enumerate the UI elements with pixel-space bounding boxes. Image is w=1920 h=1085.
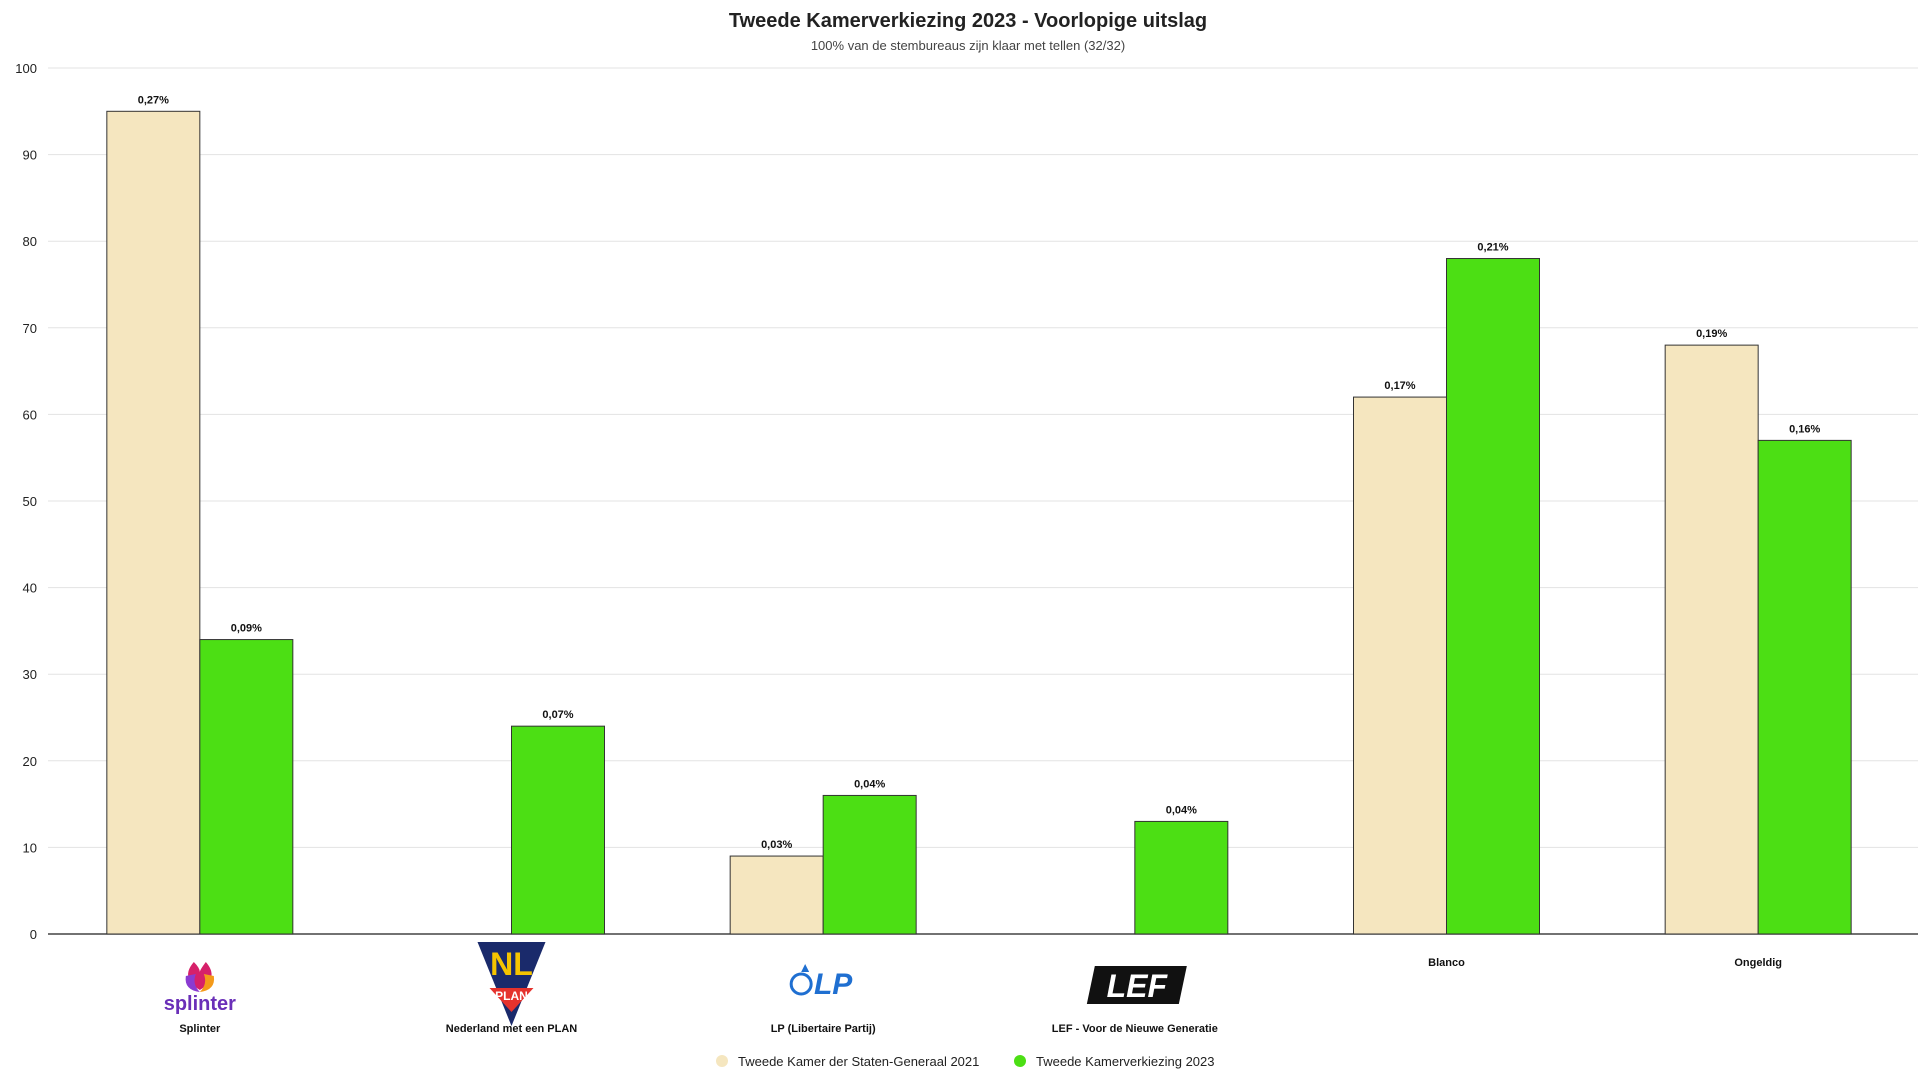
- y-tick-label: 40: [23, 581, 37, 596]
- category-label: LP (Libertaire Partij): [771, 1023, 876, 1035]
- y-tick-label: 0: [30, 927, 37, 942]
- plan-logo-text: PLAN: [495, 989, 528, 1003]
- lp-logo-text: LP: [814, 968, 853, 1001]
- bar-2023-2[interactable]: [822, 794, 917, 935]
- legend-label: Tweede Kamer der Staten-Generaal 2021: [738, 1054, 979, 1069]
- nl-logo-text: NL: [490, 946, 533, 982]
- data-label: 0,09%: [231, 623, 262, 635]
- legend-label: Tweede Kamerverkiezing 2023: [1036, 1054, 1215, 1069]
- y-tick-label: 10: [23, 840, 37, 855]
- splinter-logo: splinter: [164, 962, 236, 1015]
- data-label: 0,17%: [1384, 380, 1415, 392]
- y-tick-label: 100: [15, 61, 37, 76]
- bar-2023-5[interactable]: [1757, 439, 1852, 935]
- x-axis-categories: splinter Splinter NL PLAN Nederland met een …: [164, 942, 1782, 1035]
- data-label: 0,27%: [138, 94, 169, 106]
- bars: [106, 110, 1852, 935]
- data-label: 0,16%: [1789, 423, 1820, 435]
- data-label: 0,21%: [1477, 242, 1508, 254]
- legend-marker: [716, 1055, 728, 1067]
- legend[interactable]: Tweede Kamer der Staten-Generaal 2021 Twe…: [716, 1054, 1215, 1069]
- lef-logo-text: LEF: [1107, 968, 1169, 1004]
- category-label: Nederland met een PLAN: [446, 1023, 577, 1035]
- legend-item-2023[interactable]: Tweede Kamerverkiezing 2023: [1014, 1054, 1215, 1069]
- bar-2021-4[interactable]: [1353, 396, 1447, 935]
- category-label: Blanco: [1428, 957, 1465, 969]
- bar-2021-5[interactable]: [1664, 344, 1759, 935]
- lef-logo: LEF: [1086, 966, 1187, 1004]
- y-axis: 0 10 20 30 40 50 60 70 80 90 100: [15, 61, 1918, 942]
- grid-lines: [48, 67, 1918, 848]
- bar-2023-0[interactable]: [199, 639, 294, 935]
- data-label: 0,19%: [1696, 328, 1727, 340]
- bar-2021-2[interactable]: [729, 855, 824, 935]
- data-label: 0,04%: [1166, 804, 1197, 816]
- legend-item-2021[interactable]: Tweede Kamer der Staten-Generaal 2021: [716, 1054, 979, 1069]
- chart-title: Tweede Kamerverkiezing 2023 - Voorlopige…: [729, 10, 1207, 32]
- y-tick-label: 60: [23, 407, 37, 422]
- y-tick-label: 20: [23, 754, 37, 769]
- bar-2021-0[interactable]: [106, 110, 201, 935]
- bar-2023-3[interactable]: [1134, 820, 1229, 935]
- splinter-logo-text: splinter: [164, 993, 236, 1015]
- data-label: 0,04%: [854, 778, 885, 790]
- y-tick-label: 90: [23, 148, 37, 163]
- category-label: Ongeldig: [1734, 957, 1782, 969]
- data-label: 0,07%: [542, 709, 573, 721]
- bar-2023-1[interactable]: [511, 725, 605, 935]
- y-tick-label: 70: [23, 321, 37, 336]
- category-label: LEF - Voor de Nieuwe Generatie: [1052, 1023, 1218, 1035]
- chart-subtitle: 100% van de stembureaus zijn klaar met t…: [811, 38, 1125, 53]
- y-tick-label: 80: [23, 234, 37, 249]
- y-tick-label: 30: [23, 667, 37, 682]
- legend-marker: [1014, 1055, 1026, 1067]
- data-label: 0,03%: [761, 839, 792, 851]
- category-label: Splinter: [179, 1023, 221, 1035]
- lp-logo: LP: [789, 964, 853, 1001]
- bar-2023-4[interactable]: [1446, 258, 1540, 935]
- nl-plan-logo: NL PLAN: [477, 942, 546, 1026]
- data-labels: 0,27% 0,09% 0,07% 0,03% 0,04% 0,04% 0,17% 0,21%…: [138, 94, 1821, 851]
- y-tick-label: 50: [23, 494, 37, 509]
